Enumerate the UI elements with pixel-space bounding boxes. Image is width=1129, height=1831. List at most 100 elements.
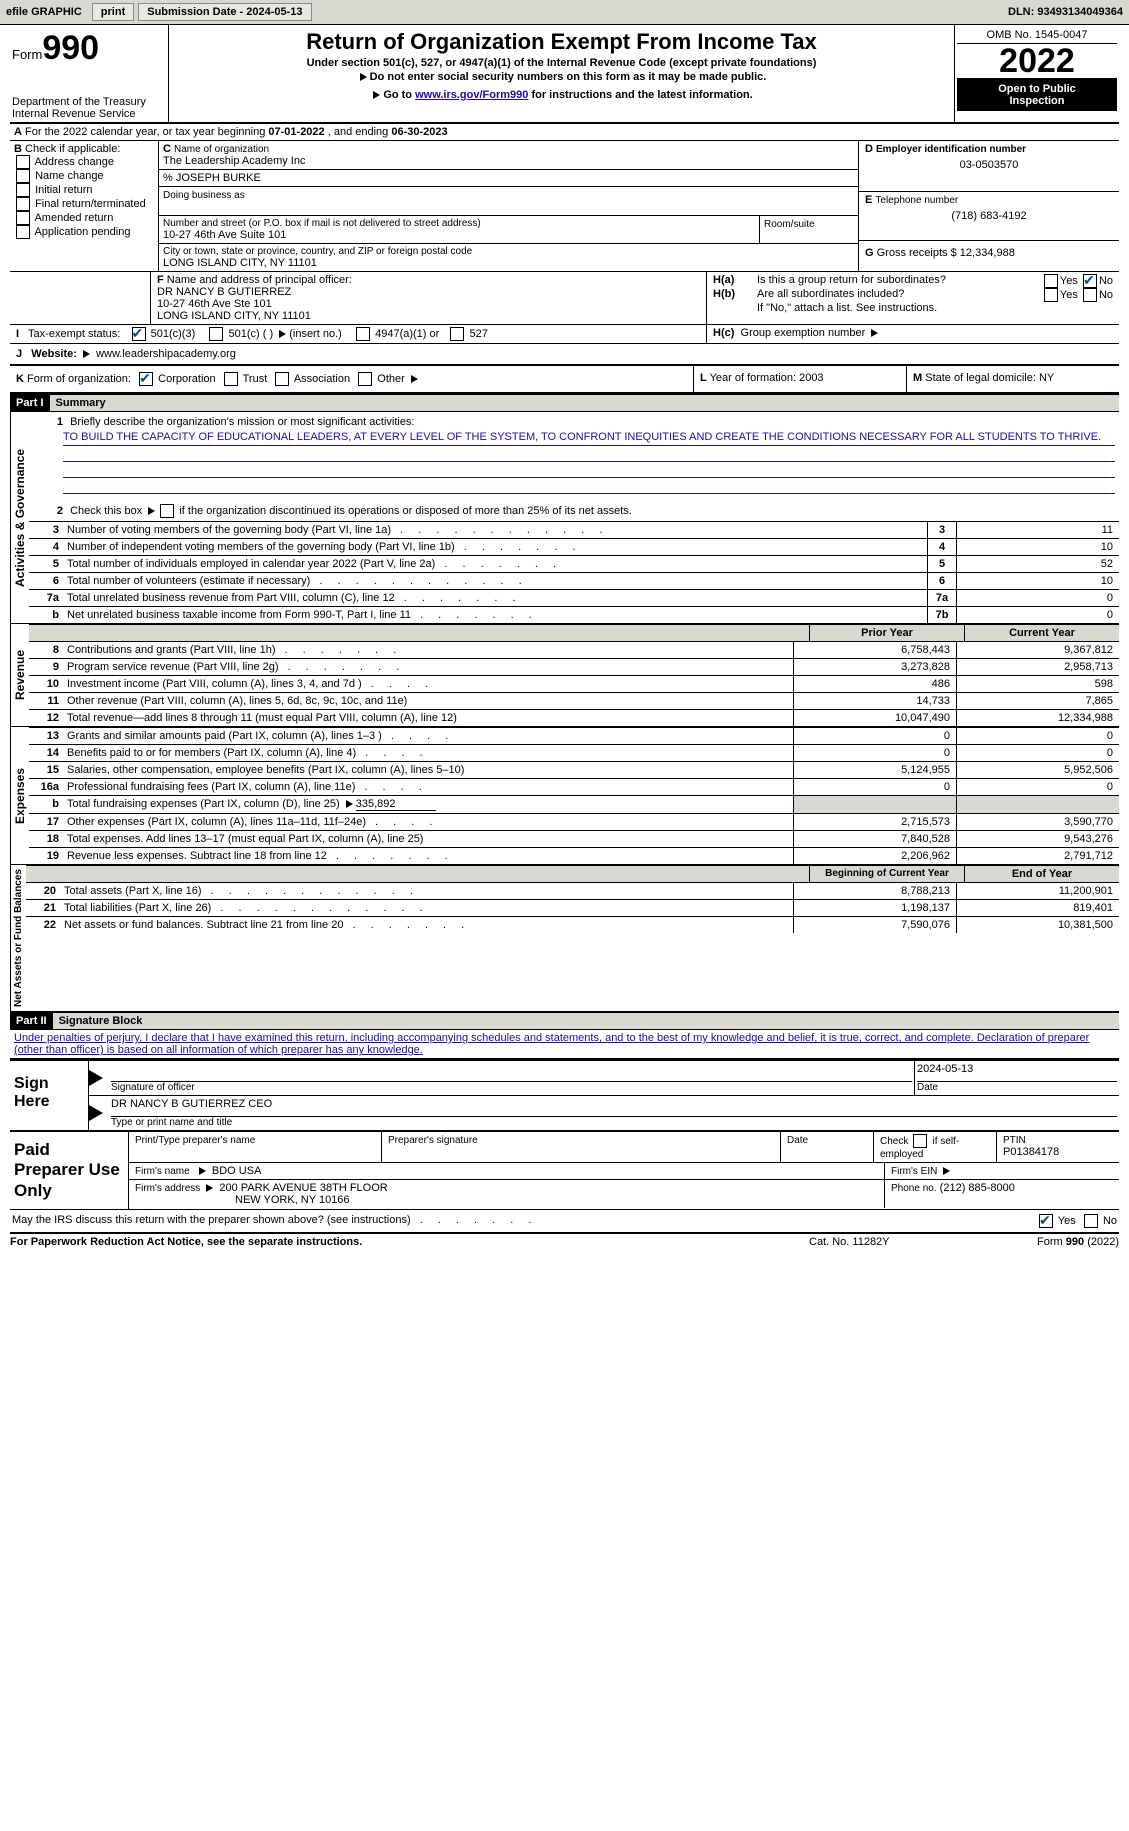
q12: Total revenue—add lines 8 through 11 (mu… [67,712,457,724]
q4: Number of independent voting members of … [67,541,455,553]
initial-return-checkbox[interactable] [16,183,30,197]
q7b: Net unrelated business taxable income fr… [67,609,411,621]
side-expenses: Expenses [10,727,29,864]
v6: 10 [956,573,1119,589]
goto-pre: Go to [383,89,415,101]
sig-arrow-icon [89,1105,103,1121]
q2-checkbox[interactable] [160,504,174,518]
q5: Total number of individuals employed in … [67,558,435,570]
ha-no: No [1099,275,1113,287]
state-domicile-label: State of legal domicile: [925,372,1036,384]
website-value: www.leadershipacademy.org [96,348,236,360]
street-value: 10-27 46th Ave Suite 101 [163,229,755,241]
other-checkbox[interactable] [358,372,372,386]
sig-name-title: DR NANCY B GUTIERREZ CEO [111,1098,1117,1117]
letter-hb: H(b) [713,288,757,302]
hb-no: No [1099,289,1113,301]
527-label: 527 [470,328,488,340]
final-return-label: Final return/terminated [35,198,146,210]
mission-text: TO BUILD THE CAPACITY OF EDUCATIONAL LEA… [63,431,1115,446]
form-title: Return of Organization Exempt From Incom… [177,29,946,55]
room-label: Room/suite [764,219,815,230]
q15: Salaries, other compensation, employee b… [67,764,464,776]
period-text1: For the 2022 calendar year, or tax year … [25,126,268,138]
beg-year-hdr: Beginning of Current Year [809,866,964,882]
discuss-no-checkbox[interactable] [1084,1214,1098,1228]
city-value: LONG ISLAND CITY, NY 11101 [163,257,854,269]
form-word: Form [12,47,42,62]
ha-yes-checkbox[interactable] [1044,274,1058,288]
q3: Number of voting members of the governin… [67,524,391,536]
footer-form-no: 990 [1066,1236,1084,1248]
trust-checkbox[interactable] [224,372,238,386]
care-of: % JOSEPH BURKE [159,170,858,187]
letter-ha: H(a) [713,274,757,288]
name-change-checkbox[interactable] [16,169,30,183]
amended-checkbox[interactable] [16,211,30,225]
501c-checkbox[interactable] [209,327,223,341]
irs-link[interactable]: www.irs.gov/Form990 [415,89,528,101]
corp-label: Corporation [158,373,215,385]
print-button[interactable]: print [92,3,134,21]
part1-label: Part I [10,395,50,411]
tax-exempt-label: Tax-exempt status: [28,328,120,340]
top-toolbar: efile GRAPHIC print Submission Date - 20… [0,0,1129,25]
submission-date: Submission Date - 2024-05-13 [138,3,311,21]
c12: 12,334,988 [956,710,1119,726]
discuss-question: May the IRS discuss this return with the… [12,1214,411,1226]
c16a: 0 [956,779,1119,795]
letter-c: C [163,143,171,155]
arrow-icon [206,1184,213,1192]
ha-label: Is this a group return for subordinates? [757,274,1042,288]
goto-post: for instructions and the latest informat… [528,89,752,101]
app-pending-checkbox[interactable] [16,225,30,239]
hb-yes-checkbox[interactable] [1044,288,1058,302]
ha-no-checkbox[interactable] [1083,274,1097,288]
arrow-icon [360,73,367,81]
initial-return-label: Initial return [35,184,92,196]
letter-m: M [913,372,922,384]
dept-treasury: Department of the Treasury [12,96,162,108]
q13: Grants and similar amounts paid (Part IX… [67,730,382,742]
q11: Other revenue (Part VIII, column (A), li… [67,695,407,707]
side-activities: Activities & Governance [10,412,29,623]
corp-checkbox[interactable] [139,372,153,386]
q2-label: Check this box [70,505,142,517]
letter-e: E [865,194,872,206]
app-pending-label: Application pending [34,226,130,238]
v7b: 0 [956,607,1119,623]
q19: Revenue less expenses. Subtract line 18 … [67,850,327,862]
self-employed-checkbox[interactable] [913,1134,927,1148]
sign-here-label: Sign Here [10,1061,89,1130]
p16a: 0 [793,779,956,795]
527-checkbox[interactable] [450,327,464,341]
ptin-value: P01384178 [1003,1146,1059,1158]
hb-yes: Yes [1060,289,1078,301]
declaration-text[interactable]: Under penalties of perjury, I declare th… [14,1032,1089,1056]
footer-form: Form [1037,1236,1066,1248]
discuss-yes: Yes [1058,1215,1076,1227]
name-change-label: Name change [35,170,104,182]
hb-no-checkbox[interactable] [1083,288,1097,302]
c11: 7,865 [956,693,1119,709]
firm-name-label: Firm's name [135,1166,190,1177]
c19: 2,791,712 [956,848,1119,864]
addr-change-checkbox[interactable] [16,155,30,169]
final-return-checkbox[interactable] [16,197,30,211]
4947-checkbox[interactable] [356,327,370,341]
501c3-label: 501(c)(3) [151,328,196,340]
assoc-checkbox[interactable] [275,372,289,386]
discuss-yes-checkbox[interactable] [1039,1214,1053,1228]
501c-label: 501(c) ( ) [229,328,274,340]
p22: 7,590,076 [793,917,956,933]
website-label: Website: [31,348,77,360]
v5: 52 [956,556,1119,572]
dln-label: DLN: 93493134049364 [1002,6,1129,18]
p19: 2,206,962 [793,848,956,864]
501c3-checkbox[interactable] [132,327,146,341]
part1-title: Summary [50,395,1119,411]
q18: Total expenses. Add lines 13–17 (must eq… [67,833,423,845]
open-public-1: Open to Public [959,83,1115,95]
q8: Contributions and grants (Part VIII, lin… [67,644,276,656]
assoc-label: Association [294,373,350,385]
